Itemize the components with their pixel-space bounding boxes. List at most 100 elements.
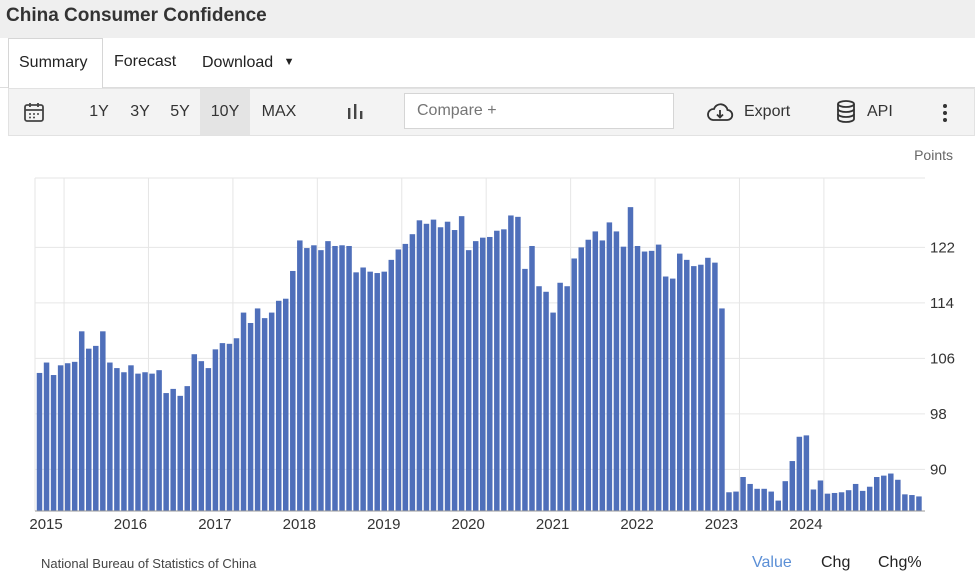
bar [761,488,767,511]
bar [318,250,324,511]
bar [557,282,563,511]
bar [402,243,409,511]
bar [480,237,486,511]
bar [796,436,803,511]
bar [64,363,71,511]
bar [881,475,887,511]
mode-chg-button[interactable]: Chg [821,554,851,571]
bar [895,479,901,511]
chart-area: 90 98 106 114 122 2015 2016 2017 2018 2019 2020 202… [8,136,975,588]
x-tick-label: 2018 [283,516,316,533]
bar [866,486,873,511]
bar [423,223,430,511]
bar [831,492,838,511]
chart-type-icon[interactable] [342,89,368,135]
more-options-icon[interactable] [937,89,953,135]
bar [902,494,908,511]
tab-forecast[interactable]: Forecast [114,53,177,70]
mode-value-button[interactable]: Value [752,554,792,571]
mode-chg-pct-button[interactable]: Chg% [878,554,922,571]
bar [198,361,205,511]
range-max[interactable]: MAX [261,103,297,120]
compare-input[interactable] [404,93,674,129]
bar [810,489,817,511]
bar [142,372,148,511]
bar [381,271,387,511]
range-10y[interactable]: 10Y [200,89,250,135]
bar [71,361,78,511]
bar [149,373,155,511]
bar [261,318,268,511]
bar [275,300,282,511]
bar [705,257,711,511]
bar [346,245,352,512]
tab-summary[interactable]: Summary [8,38,103,89]
bar [451,230,458,511]
bar [128,365,134,511]
bar [529,245,535,512]
bar [768,491,774,511]
x-tick-label: 2017 [198,516,231,533]
bar [740,477,746,511]
bar [36,372,43,511]
range-1y[interactable]: 1Y [89,103,109,120]
bar [367,271,373,511]
bar [339,245,345,511]
bar [107,362,113,511]
bar [226,343,233,511]
bar [606,222,613,511]
y-tick-label: 90 [930,461,947,478]
bar [184,386,190,511]
bar [93,345,99,511]
bar [648,250,655,511]
bar [395,249,402,512]
api-button[interactable]: API [835,89,901,135]
bar [655,244,662,511]
bar [437,227,444,511]
bar [325,241,331,511]
bar [170,388,176,511]
range-5y[interactable]: 5Y [170,103,190,120]
x-tick-label: 2023 [705,516,738,533]
bar [634,245,641,512]
tab-download[interactable]: Download ▼ [202,38,295,88]
bar [233,338,240,511]
bar [374,273,380,511]
bar [726,492,732,511]
y-tick-label: 114 [930,295,954,312]
bar [156,370,162,511]
bar [353,272,359,511]
bar [409,234,416,511]
bar [212,349,219,511]
x-tick-label: 2024 [789,516,822,533]
bar [789,461,796,511]
bar [592,231,599,511]
bar [613,231,620,511]
bar [458,216,465,511]
bar [536,286,542,511]
bar [247,322,254,511]
caret-down-icon: ▼ [283,56,295,68]
range-3y[interactable]: 3Y [130,103,150,120]
x-tick-label: 2019 [367,516,400,533]
bar [641,251,648,511]
bar [50,375,57,511]
bar [888,473,894,511]
y-tick-label: 98 [930,406,947,423]
bar [163,393,169,511]
calendar-icon[interactable] [19,89,49,135]
bar [240,312,247,511]
bar [684,259,690,511]
bar [585,239,592,511]
bar [817,480,824,511]
bar [712,262,718,511]
bar [283,298,289,511]
bar [782,481,789,511]
bar [254,308,261,511]
bar [747,483,753,511]
chart-toolbar: 1Y 3Y 5Y 10Y MAX Export API [8,88,975,136]
x-tick-label: 2020 [452,516,485,533]
bar [494,230,500,511]
export-button[interactable]: Export [706,89,798,135]
bar [909,495,915,511]
